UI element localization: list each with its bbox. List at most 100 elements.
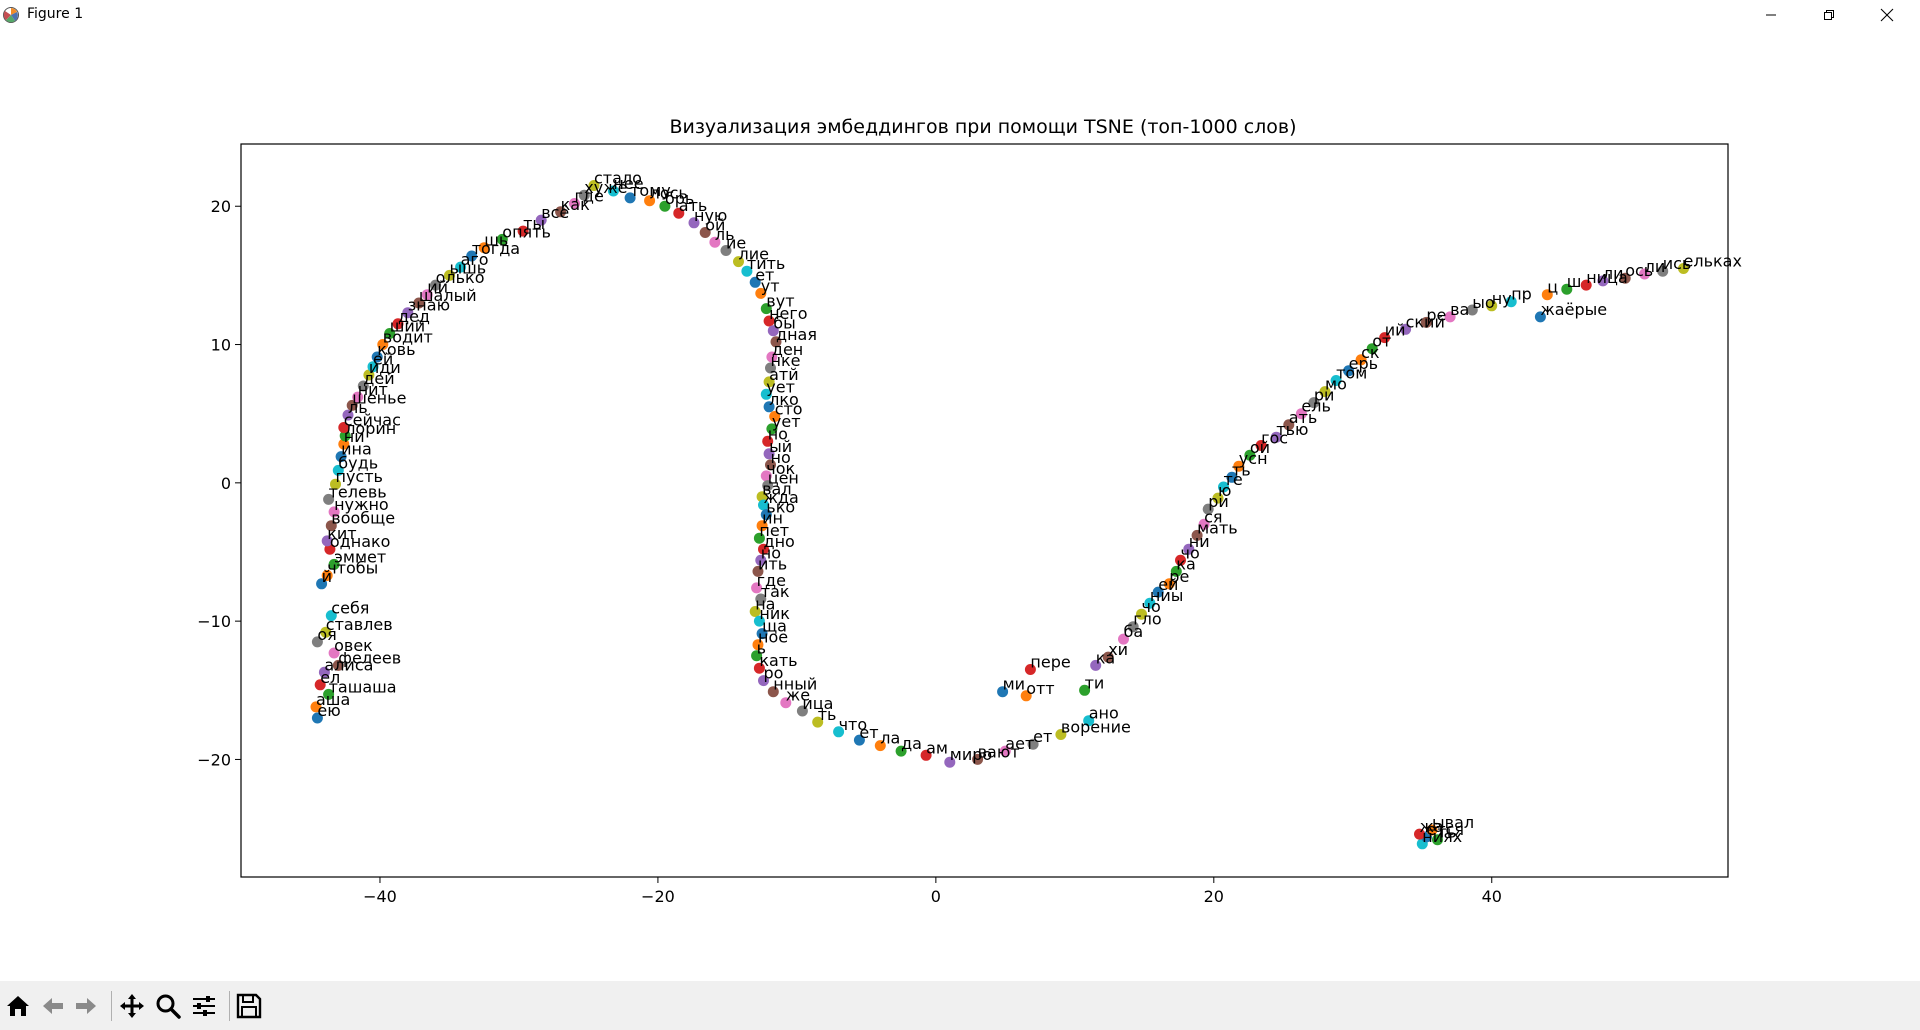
point-label: ин [762, 509, 783, 528]
point-label: ли [1645, 257, 1666, 276]
scatter-point [741, 265, 753, 277]
scatter-point [1020, 690, 1032, 702]
scatter-point [624, 192, 636, 204]
scatter-point [1414, 828, 1425, 840]
maximize-button[interactable] [1800, 0, 1858, 30]
point-label: ица [802, 694, 833, 713]
points-layer [310, 180, 1689, 850]
scatter-point [578, 189, 590, 201]
scatter-point [338, 438, 350, 450]
scatter-point [413, 297, 425, 309]
point-label: вают [978, 742, 1020, 761]
matplotlib-logo-icon [3, 7, 19, 23]
subplots-button[interactable] [189, 991, 219, 1021]
home-button[interactable] [3, 991, 33, 1021]
zoom-button[interactable] [153, 991, 183, 1021]
point-label: ько [766, 498, 795, 517]
scatter-point [1270, 431, 1282, 443]
scatter-point [1024, 664, 1036, 675]
scatter-point [758, 543, 769, 555]
scatter-point [1102, 651, 1114, 663]
scatter-point [371, 351, 383, 363]
window-title: Figure 1 [27, 6, 84, 22]
scatter-point [699, 227, 711, 238]
scatter-point [330, 478, 341, 490]
point-label: вал [762, 480, 791, 499]
save-button[interactable] [234, 991, 264, 1021]
point-label: ск [1361, 343, 1380, 362]
x-tick-label: −40 [363, 887, 397, 906]
point-label: ную [694, 206, 727, 225]
scatter-point [384, 328, 396, 339]
point-label: ет [859, 723, 878, 742]
ticks-layer: −40 −20 0 20 40 −20 −10 0 10 20 [197, 197, 1502, 906]
back-button[interactable] [38, 991, 68, 1021]
scatter-point [1678, 263, 1689, 274]
point-label: тогда [472, 239, 520, 258]
pan-button[interactable] [117, 991, 147, 1021]
scatter-point [749, 276, 761, 288]
close-button[interactable] [1858, 0, 1916, 30]
figure-canvas[interactable]: Визуализация эмбеддингов при помощи TSNE… [0, 30, 1920, 981]
point-label: ю [1218, 481, 1231, 500]
scatter-point [767, 686, 779, 698]
scatter-point [997, 686, 1009, 698]
point-label: тить [747, 254, 785, 273]
scatter-point [607, 185, 619, 197]
scatter-point [342, 409, 354, 421]
point-label: хуже [584, 178, 627, 197]
point-label: ба [1124, 622, 1144, 641]
scatter-point [644, 195, 656, 207]
minimize-icon [1766, 14, 1776, 16]
point-label: да [901, 734, 922, 753]
scatter-point [1580, 279, 1592, 291]
scatter-point [316, 578, 328, 590]
scatter-point [321, 535, 333, 547]
scatter-point [1330, 375, 1342, 386]
scatter-point [430, 279, 442, 291]
point-label: же [786, 686, 810, 705]
point-label: ка [1096, 648, 1115, 667]
point-label: ниях [1422, 827, 1462, 846]
point-label: ся [1204, 507, 1222, 526]
scatter-point [338, 422, 350, 433]
scatter-point [753, 532, 765, 544]
point-label: что [839, 715, 868, 734]
scatter-point [455, 261, 467, 273]
point-label: ить [758, 554, 787, 573]
point-label: на [755, 595, 775, 614]
point-label: бы [773, 314, 796, 333]
scatter-point [352, 391, 364, 403]
point-label: ть [1438, 823, 1457, 842]
point-label: ий [1385, 321, 1406, 340]
scatter-point [1639, 268, 1651, 280]
point-label: него [769, 304, 808, 323]
scatter-point [1366, 343, 1378, 355]
point-label: ковь [377, 340, 415, 359]
scatter-point [421, 289, 433, 301]
point-label: дная [776, 325, 817, 344]
point-label: кать [759, 651, 797, 670]
forward-button[interactable] [71, 991, 101, 1021]
point-label: кит [327, 524, 356, 543]
point-label: однако [330, 532, 391, 551]
x-tick-label: 20 [1204, 887, 1224, 906]
point-label: себя [331, 599, 369, 618]
point-label: дед [398, 307, 430, 326]
point-label: ниы [1150, 586, 1184, 605]
scatter-point [1319, 386, 1331, 398]
scatter-point [709, 236, 721, 248]
scatter-point [972, 753, 984, 765]
point-label: цен [768, 469, 799, 488]
scatter-point [1343, 365, 1355, 377]
point-label: опять [502, 222, 551, 241]
point-label: ать [1289, 408, 1318, 427]
scatter-point [363, 369, 375, 381]
minimize-button[interactable] [1742, 0, 1800, 30]
scatter-point [357, 380, 369, 392]
point-label: мать [1197, 518, 1238, 537]
point-label: дей [363, 369, 394, 388]
scatter-point [402, 307, 414, 319]
scatter-point [920, 749, 932, 761]
point-label: как [561, 195, 590, 214]
